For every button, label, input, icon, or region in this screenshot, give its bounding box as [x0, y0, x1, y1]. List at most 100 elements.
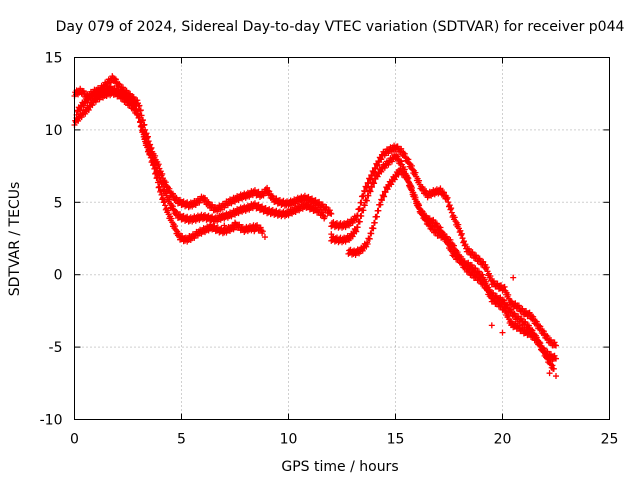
data-point [543, 352, 550, 359]
y-tick-label: 10 [45, 123, 63, 139]
data-point [150, 160, 157, 167]
data-point [544, 333, 551, 340]
data-point [363, 197, 370, 204]
data-point [137, 118, 144, 125]
data-point [515, 302, 522, 309]
data-point [411, 192, 418, 199]
data-point [455, 221, 462, 228]
data-point [490, 289, 497, 296]
data-point [152, 170, 159, 177]
y-tick-label: -5 [49, 340, 63, 356]
data-point [465, 245, 472, 252]
data-point [530, 313, 537, 320]
data-point [259, 228, 266, 235]
data-point [510, 274, 517, 281]
data-point [368, 230, 375, 237]
data-point [319, 209, 326, 216]
data-point [448, 209, 455, 216]
data-point [251, 228, 258, 235]
data-point [370, 225, 377, 232]
data-point [149, 157, 156, 164]
data-point [366, 187, 373, 194]
data-point [144, 144, 151, 151]
data-point [168, 215, 175, 222]
chart-title: Day 079 of 2024, Sidereal Day-to-day VTE… [56, 19, 625, 35]
data-point [366, 235, 373, 242]
data-point [161, 197, 168, 204]
series-track-d [328, 142, 559, 349]
data-point [375, 207, 382, 214]
x-tick-label: 0 [70, 432, 79, 448]
data-point [356, 218, 363, 225]
data-point [132, 101, 139, 108]
data-point [112, 76, 119, 83]
data-point [221, 222, 228, 229]
data-point [120, 84, 127, 91]
y-tick-label: 5 [54, 195, 63, 211]
data-point [388, 181, 395, 188]
data-point [373, 213, 380, 220]
data-point [134, 110, 141, 117]
data-point [85, 107, 92, 114]
data-point [391, 176, 398, 183]
data-point [546, 370, 553, 377]
data-point [132, 102, 139, 109]
data-point [158, 191, 165, 198]
data-point [89, 102, 96, 109]
data-point [499, 329, 506, 336]
series-track-e [328, 151, 559, 363]
data-point [397, 165, 404, 172]
data-point [472, 265, 479, 272]
data-point [166, 185, 173, 192]
data-point [444, 194, 451, 201]
data-point [136, 113, 143, 120]
data-point [448, 205, 455, 212]
data-point [457, 227, 464, 234]
data-point [162, 188, 169, 195]
data-point [377, 201, 384, 208]
data-point [553, 373, 559, 380]
data-point [139, 126, 146, 133]
data-point [264, 184, 271, 191]
data-point [380, 192, 387, 199]
data-point [378, 168, 385, 175]
data-point [364, 179, 371, 186]
y-tick-label: 15 [45, 51, 63, 67]
data-point [321, 213, 328, 220]
data-point [422, 214, 429, 221]
data-point [137, 123, 144, 130]
data-point [175, 230, 182, 237]
data-point [162, 202, 169, 209]
y-tick-label: -10 [40, 413, 63, 429]
data-point [522, 318, 529, 325]
data-point [151, 165, 158, 172]
data-point [382, 189, 389, 196]
data-point [408, 183, 415, 190]
data-point [550, 365, 557, 372]
data-point [159, 194, 166, 201]
data-point [447, 236, 454, 243]
series-scatter-outliers [221, 184, 559, 380]
data-point [551, 339, 558, 346]
plot-frame [74, 57, 610, 420]
data-point [553, 355, 559, 362]
data-point [349, 233, 356, 240]
data-point [360, 207, 367, 214]
x-tick-label: 25 [601, 432, 619, 448]
data-point [447, 206, 454, 213]
data-point [458, 253, 465, 260]
data-point [475, 268, 482, 275]
data-point [374, 162, 381, 169]
data-point [266, 188, 273, 195]
data-point [370, 179, 377, 186]
data-point [154, 179, 161, 186]
data-point [537, 323, 544, 330]
data-point [316, 206, 323, 213]
data-point [418, 207, 425, 214]
y-axis-label: SDTVAR / TECUs [7, 182, 23, 297]
data-point [483, 264, 490, 271]
data-point [486, 286, 493, 293]
data-point [147, 150, 154, 157]
data-point [368, 184, 375, 191]
data-point [156, 183, 163, 190]
